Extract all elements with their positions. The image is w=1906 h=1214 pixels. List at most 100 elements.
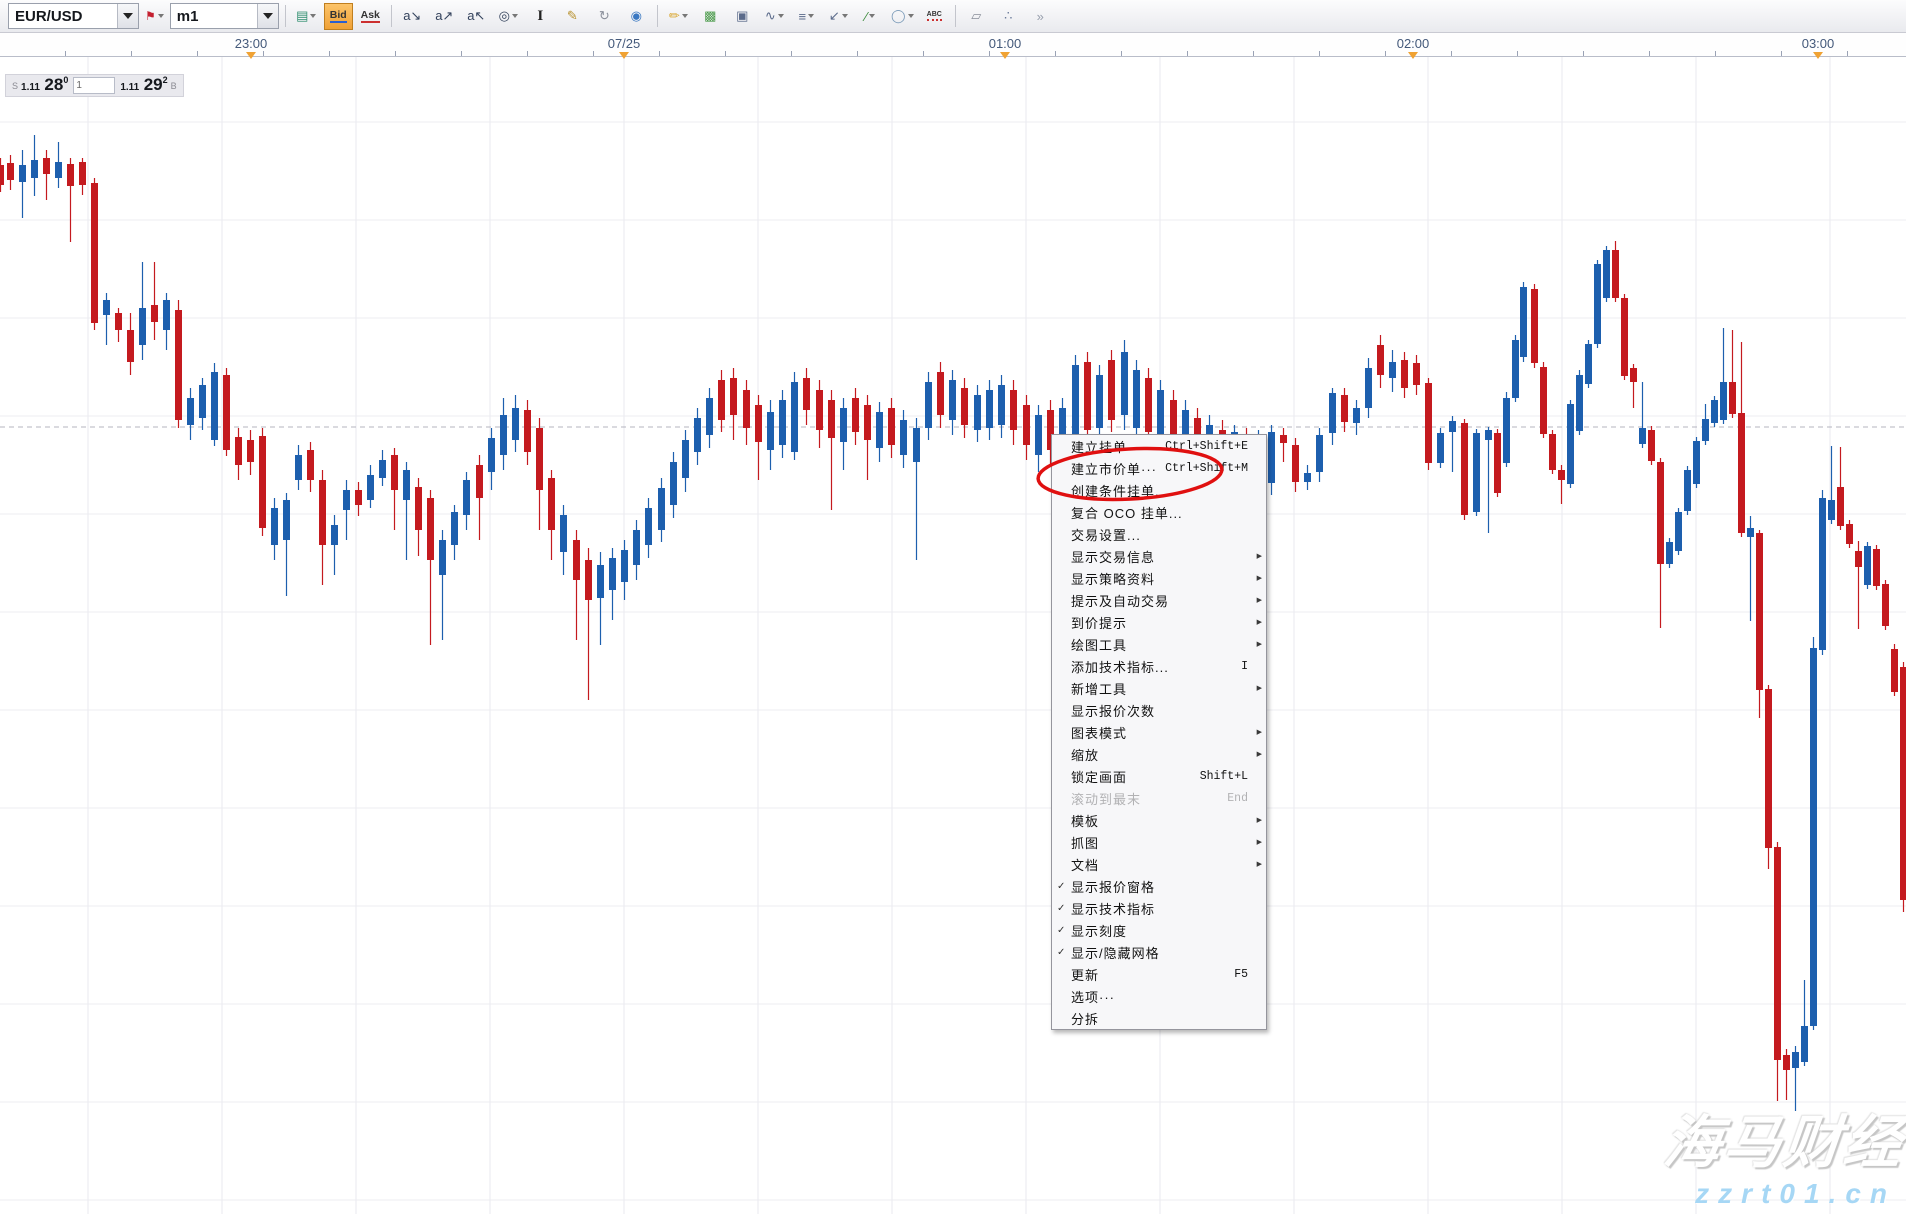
submenu-arrow-icon: ▶ — [1256, 817, 1262, 824]
globe-tool-icon: ◉ — [630, 8, 642, 23]
globe-tool-button[interactable]: ◉ — [622, 4, 651, 29]
menu-item-shortcut: F5 — [1234, 967, 1248, 981]
chevron-down-icon — [511, 14, 518, 18]
lines-tool-button[interactable]: ≡ — [792, 4, 821, 29]
context-menu-item-20[interactable]: 文档 ▶ — [1052, 853, 1266, 875]
timeframe-combo[interactable]: m1 — [169, 3, 279, 29]
submenu-arrow-icon: ▶ — [1256, 597, 1262, 604]
context-menu-item-13[interactable]: 显示报价次数 — [1052, 699, 1266, 721]
cursor-annotate-2-button[interactable]: a↗ — [430, 4, 459, 29]
context-menu-item-25[interactable]: 更新 F5 — [1052, 963, 1266, 985]
context-menu-item-10[interactable]: 绘图工具 ▶ — [1052, 633, 1266, 655]
arrow-tool-button[interactable]: ↙ — [824, 4, 853, 29]
menu-item-label: 交易设置... — [1071, 527, 1141, 543]
menu-item-label: 添加技术指标... — [1071, 659, 1169, 675]
watermark-brand: 海马财经 — [1660, 1111, 1906, 1175]
context-menu-item-11[interactable]: 添加技术指标... I — [1052, 655, 1266, 677]
pen-tool-button[interactable]: ∕ — [856, 4, 885, 29]
context-menu-item-23[interactable]: ✓ 显示刻度 — [1052, 919, 1266, 941]
context-menu-item-14[interactable]: 图表模式 ▶ — [1052, 721, 1266, 743]
ask-button[interactable]: Ask — [356, 3, 385, 30]
cursor-annotate-1-button[interactable]: a↘ — [398, 4, 427, 29]
ellipse-tool-icon: ◯ — [890, 8, 906, 23]
zigzag-tool-button[interactable]: ∿ — [760, 4, 789, 29]
context-menu: 建立挂单··· Ctrl+Shift+E 建立市价单··· Ctrl+Shift+M 创… — [1051, 434, 1267, 1030]
detach-chart-button[interactable]: ⚑ — [142, 5, 167, 28]
bid-button[interactable]: Bid — [323, 2, 353, 30]
menu-item-label: 新增工具 — [1071, 681, 1128, 697]
rotate-tool-icon: ↻ — [598, 8, 610, 23]
context-menu-item-18[interactable]: 模板 ▶ — [1052, 809, 1266, 831]
context-menu-item-17[interactable]: 滚动到最末 End — [1052, 787, 1266, 809]
context-menu-item-27[interactable]: 分拆 — [1052, 1007, 1266, 1029]
cursor-annotate-3-button[interactable]: a↖ — [462, 4, 491, 29]
symbol-combo-dropdown[interactable] — [117, 4, 138, 28]
time-axis-label: 07/25 — [607, 36, 641, 51]
toolbar-separator — [284, 5, 286, 27]
context-menu-item-22[interactable]: ✓ 显示技术指标 — [1052, 897, 1266, 919]
menu-item-label: 显示刻度 — [1071, 923, 1128, 939]
ellipse-tool-button[interactable]: ◯ — [888, 4, 917, 29]
sell-price-button[interactable]: 1.11 280 — [21, 75, 69, 94]
chart-type-button[interactable]: ▤ — [292, 4, 321, 29]
image-tool-button[interactable]: ▩ — [696, 4, 725, 29]
time-axis[interactable]: 23:00 07/25 01:00 02:00 03:00 — [0, 33, 1906, 59]
context-menu-item-12[interactable]: 新增工具 ▶ — [1052, 677, 1266, 699]
context-menu-item-8[interactable]: 提示及自动交易 ▶ — [1052, 589, 1266, 611]
context-menu-item-16[interactable]: 锁定画面 Shift+L — [1052, 765, 1266, 787]
image-tool-icon: ▩ — [704, 8, 717, 23]
submenu-arrow-icon: ▶ — [1256, 641, 1262, 648]
amount-input[interactable] — [73, 77, 116, 94]
toolbar: EUR/USD ⚑ m1 ▤ Bid Ask a↘ a↗ a↖ ◎ I ✎ ↻ ◉ ✏ ▩ ▣ ∿ ≡ ↙ ∕ ◯ A… — [0, 0, 1906, 33]
menu-item-shortcut: Shift+L — [1199, 769, 1248, 783]
time-axis-marker-icon — [1000, 52, 1010, 59]
time-axis-ticks — [0, 51, 1906, 56]
time-axis-label: 01:00 — [988, 36, 1022, 51]
spellcheck-tool-button[interactable]: ABC — [920, 4, 949, 29]
submenu-arrow-icon: ▶ — [1256, 861, 1262, 868]
context-menu-item-19[interactable]: 抓图 ▶ — [1052, 831, 1266, 853]
zigzag-tool-icon: ∿ — [764, 8, 776, 23]
context-menu-item-4[interactable]: 复合 OCO 挂单... — [1052, 501, 1266, 523]
overflow-chevron[interactable]: » — [1026, 4, 1055, 29]
context-menu-item-3[interactable]: 创建条件挂单... — [1052, 479, 1266, 501]
context-menu-item-24[interactable]: ✓ 显示/隐藏网格 — [1052, 941, 1266, 963]
context-menu-item-26[interactable]: 选项··· — [1052, 985, 1266, 1007]
context-menu-item-9[interactable]: 到价提示 ▶ — [1052, 611, 1266, 633]
eraser-tool-button[interactable]: ▱ — [962, 4, 991, 29]
note-tool-button[interactable]: ✎ — [558, 4, 587, 29]
snapshot-tool-icon: ▣ — [736, 8, 749, 23]
context-menu-item-15[interactable]: 缩放 ▶ — [1052, 743, 1266, 765]
watermark: 海马财经 zzrt01.cn — [1660, 1111, 1906, 1210]
context-menu-item-7[interactable]: 显示策略资料 ▶ — [1052, 567, 1266, 589]
context-menu-item-21[interactable]: ✓ 显示报价窗格 — [1052, 875, 1266, 897]
buy-price-button[interactable]: 1.11 292 — [120, 75, 168, 94]
checkmark-icon: ✓ — [1057, 902, 1066, 914]
menu-item-label: 到价提示 — [1071, 615, 1128, 631]
context-menu-item-1[interactable]: 建立挂单··· Ctrl+Shift+E — [1052, 435, 1266, 457]
chevron-down-icon — [681, 14, 688, 18]
symbol-combo[interactable]: EUR/USD — [8, 3, 139, 29]
zoom-button[interactable]: ◎ — [494, 4, 523, 29]
context-menu-item-2[interactable]: 建立市价单··· Ctrl+Shift+M — [1052, 457, 1266, 479]
submenu-arrow-icon: ▶ — [1256, 729, 1262, 736]
quote-panel: S 1.11 280 1.11 292 B — [5, 74, 184, 97]
overflow-chevron-icon: » — [1036, 8, 1044, 24]
node-tool-button[interactable]: ∴ — [994, 4, 1023, 29]
arrow-tool-icon: ↙ — [828, 8, 840, 23]
snapshot-tool-button[interactable]: ▣ — [728, 4, 757, 29]
buy-label: B — [170, 80, 177, 91]
text-cursor-button[interactable]: I — [526, 4, 555, 29]
toolbar-separator — [954, 5, 956, 27]
time-axis-marker-icon — [246, 52, 256, 59]
context-menu-item-5[interactable]: 交易设置... — [1052, 523, 1266, 545]
menu-item-label: 显示报价次数 — [1071, 703, 1156, 719]
ruler-tool-button[interactable]: ✏ — [664, 4, 693, 29]
chevron-down-icon — [841, 14, 848, 18]
timeframe-combo-dropdown[interactable] — [256, 4, 278, 28]
rotate-tool-button[interactable]: ↻ — [590, 4, 619, 29]
context-menu-item-6[interactable]: 显示交易信息 ▶ — [1052, 545, 1266, 567]
symbol-combo-value: EUR/USD — [15, 7, 83, 25]
